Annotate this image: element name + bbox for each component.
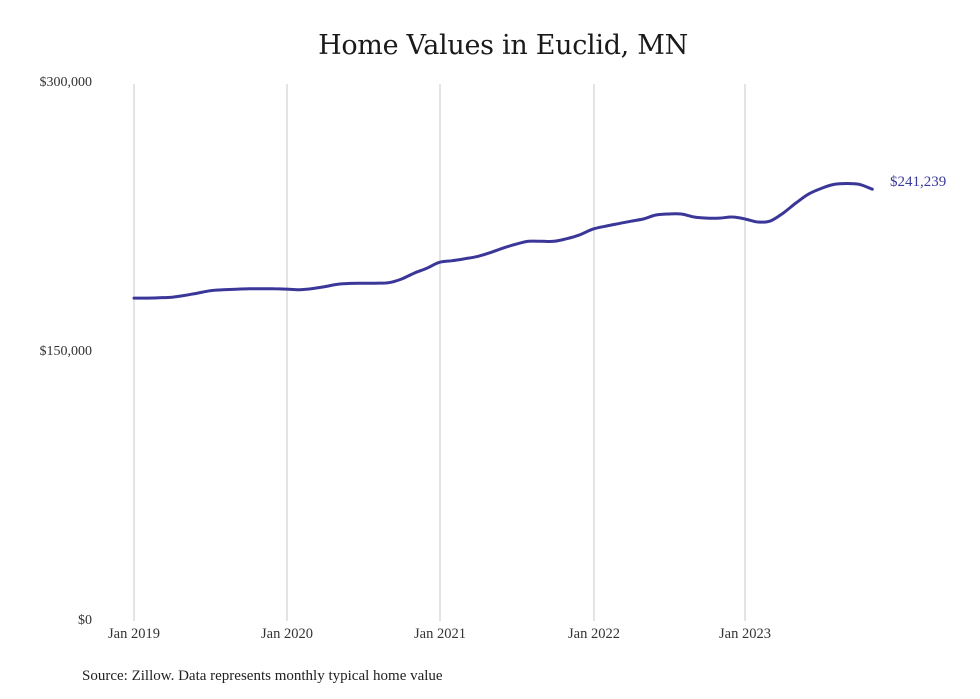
home-value-line (132, 182, 874, 300)
latest-value-label: $241,239 (890, 174, 947, 190)
y-tick-label: $0 (78, 613, 92, 628)
source-note: Source: Zillow. Data represents monthly … (82, 668, 443, 684)
y-tick-label: $150,000 (39, 344, 93, 359)
chart-title: Home Values in Euclid, MN (318, 30, 688, 61)
x-tick-label: Jan 2022 (568, 626, 620, 642)
x-tick-label: Jan 2023 (719, 626, 771, 642)
x-tick-label: Jan 2020 (261, 626, 313, 642)
x-tick-label: Jan 2019 (108, 626, 160, 642)
y-tick-label: $300,000 (39, 75, 93, 90)
x-tick-label: Jan 2021 (414, 626, 466, 642)
